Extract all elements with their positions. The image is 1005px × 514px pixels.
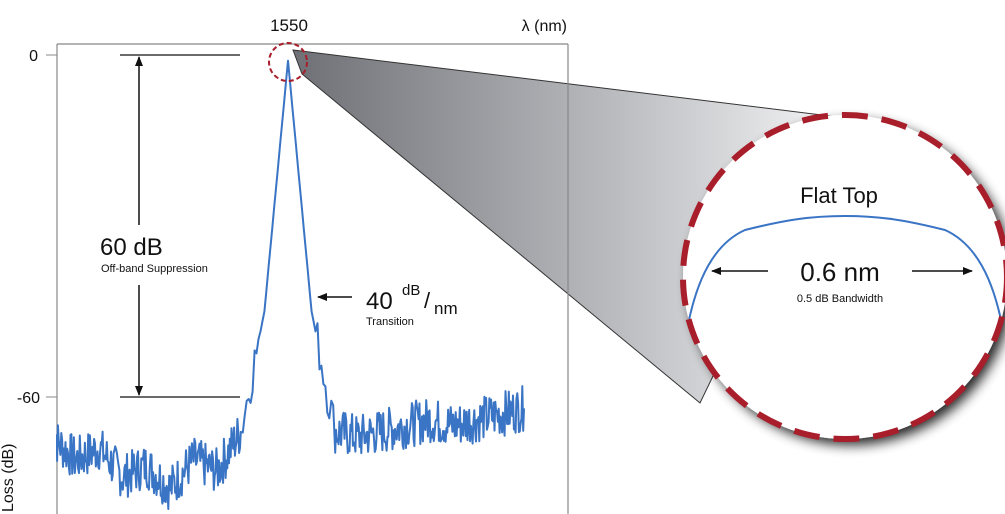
flat-top-curve [683, 214, 1005, 361]
x-axis-label: λ (nm) [522, 18, 567, 35]
x-tick-1550: 1550 [270, 16, 308, 35]
suppression-label: Off-band Suppression [101, 263, 208, 275]
bandwidth-label: 0.5 dB Bandwidth [797, 293, 883, 305]
zoom-inset: Flat Top 0.6 nm 0.5 dB Bandwidth [680, 112, 1005, 442]
peak-highlight-circle [268, 42, 308, 82]
spectrum-trace [56, 59, 525, 510]
bandwidth-value: 0.6 nm [800, 257, 880, 287]
suppression-value: 60 dB [100, 234, 163, 261]
y-tick-0: 0 [29, 48, 38, 65]
transition-unit-slash: / [424, 288, 431, 313]
transition-value: 40 [366, 288, 393, 315]
zoom-title: Flat Top [800, 183, 878, 208]
y-axis-label: Loss (dB) [0, 444, 17, 512]
transition-label: Transition [366, 316, 414, 328]
transition-unit-numerator: dB [402, 282, 420, 299]
zoom-dashed-border [680, 112, 1005, 442]
y-tick-neg60: -60 [17, 390, 40, 407]
transition-unit-denominator: nm [434, 299, 458, 318]
